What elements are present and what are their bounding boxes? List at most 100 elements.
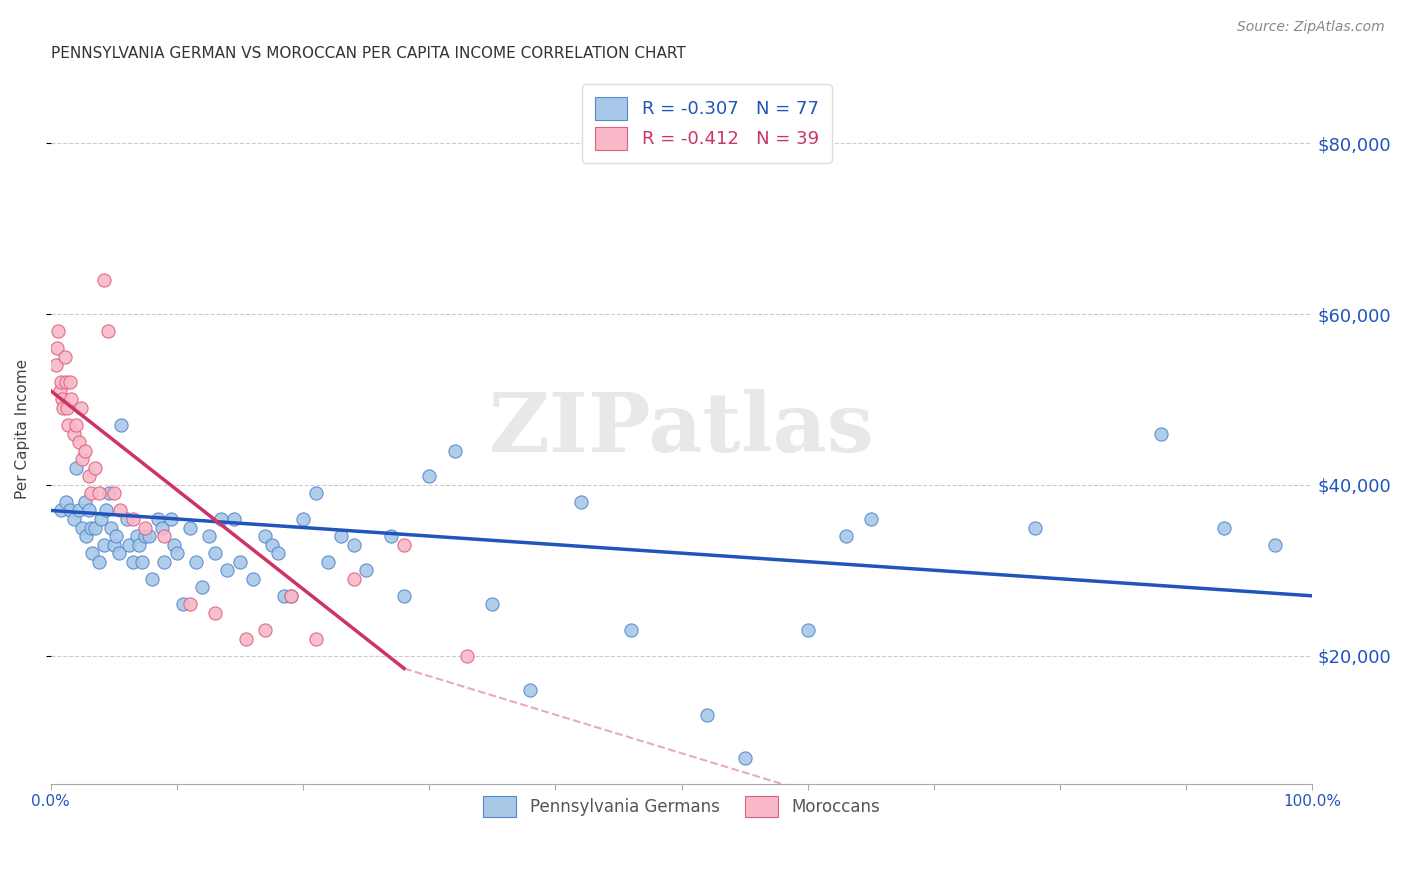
Point (443, 443, 465, 458)
Point (150, 520, 173, 534)
Point (121, 512, 143, 526)
Point (87, 486, 110, 500)
Point (318, 555, 340, 569)
Point (73, 495, 96, 509)
Y-axis label: Per Capita Income: Per Capita Income (15, 359, 30, 500)
Point (184, 555, 207, 569)
Point (209, 512, 232, 526)
Point (222, 512, 245, 526)
Point (254, 529, 277, 543)
Point (267, 546, 290, 560)
Point (734, 751, 756, 765)
Point (65, 460, 87, 475)
Point (696, 708, 718, 723)
Point (620, 623, 643, 637)
Point (55, 376, 77, 390)
Point (146, 512, 169, 526)
Point (166, 546, 188, 560)
Point (342, 538, 364, 552)
Point (134, 529, 156, 543)
Point (49, 376, 72, 390)
Point (260, 538, 283, 552)
Point (97, 324, 120, 338)
Point (481, 598, 503, 612)
Point (58, 418, 80, 433)
Point (456, 648, 478, 663)
Point (84, 460, 107, 475)
Point (67, 435, 90, 450)
Point (1264, 538, 1286, 552)
Point (834, 529, 856, 543)
Point (330, 529, 353, 543)
Point (46, 341, 69, 355)
Point (60, 392, 83, 407)
Point (65, 418, 87, 433)
Point (163, 538, 186, 552)
Point (235, 632, 257, 646)
Point (103, 538, 125, 552)
Point (108, 546, 131, 560)
Point (115, 512, 138, 526)
Point (217, 563, 239, 577)
Point (242, 572, 264, 586)
Point (141, 572, 163, 586)
Point (138, 529, 160, 543)
Point (93, 538, 115, 552)
Point (93, 273, 115, 287)
Point (53, 350, 76, 364)
Point (70, 401, 93, 415)
Point (125, 529, 148, 543)
Text: ZIPatlas: ZIPatlas (489, 389, 875, 469)
Point (110, 418, 132, 433)
Point (67, 503, 90, 517)
Point (292, 512, 315, 526)
Point (131, 555, 153, 569)
Point (48, 324, 70, 338)
Point (72, 520, 94, 534)
Point (519, 682, 541, 697)
Point (172, 598, 194, 612)
Point (90, 512, 112, 526)
Point (1213, 520, 1236, 534)
Point (84, 520, 107, 534)
Point (87, 555, 110, 569)
Point (77, 469, 100, 483)
Point (110, 503, 132, 517)
Point (62, 512, 84, 526)
Point (179, 520, 201, 534)
Point (204, 606, 226, 620)
Point (380, 529, 402, 543)
Point (305, 632, 328, 646)
Point (191, 580, 214, 594)
Point (159, 512, 181, 526)
Point (118, 538, 141, 552)
Point (105, 529, 128, 543)
Point (418, 469, 440, 483)
Point (392, 538, 415, 552)
Point (153, 529, 176, 543)
Point (52, 401, 75, 415)
Point (134, 520, 156, 534)
Point (1024, 520, 1046, 534)
Point (49, 503, 72, 517)
Point (859, 512, 882, 526)
Point (80, 520, 103, 534)
Point (280, 589, 302, 603)
Point (55, 495, 77, 509)
Point (305, 486, 328, 500)
Point (80, 486, 103, 500)
Text: Source: ZipAtlas.com: Source: ZipAtlas.com (1237, 20, 1385, 34)
Point (59, 503, 82, 517)
Point (797, 623, 820, 637)
Point (100, 520, 122, 534)
Point (56, 401, 79, 415)
Point (1150, 426, 1173, 441)
Point (103, 486, 125, 500)
Point (153, 555, 176, 569)
Point (97, 486, 120, 500)
Text: PENNSYLVANIA GERMAN VS MOROCCAN PER CAPITA INCOME CORRELATION CHART: PENNSYLVANIA GERMAN VS MOROCCAN PER CAPI… (51, 46, 686, 62)
Point (45, 358, 67, 372)
Point (75, 529, 97, 543)
Point (72, 452, 94, 467)
Point (392, 589, 415, 603)
